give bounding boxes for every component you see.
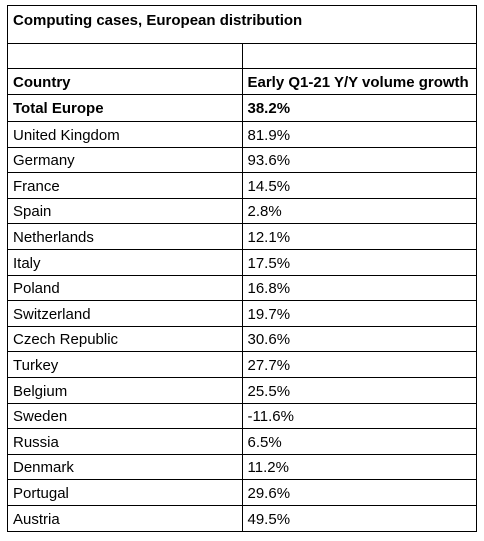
table-row: Belgium 25.5% (7, 376, 477, 404)
growth-cell: 11.2% (241, 453, 477, 481)
growth-cell: 81.9% (241, 121, 477, 148)
table-title-row: Computing cases, European distribution (7, 5, 477, 44)
country-cell: Turkey (7, 351, 243, 378)
country-cell: Czech Republic (7, 325, 243, 353)
growth-cell: 25.5% (241, 376, 477, 404)
growth-cell: 49.5% (241, 504, 477, 532)
table-row: Sweden -11.6% (7, 402, 477, 430)
growth-cell: 14.5% (241, 172, 477, 199)
country-cell: Belgium (7, 376, 243, 404)
empty-row (7, 43, 477, 69)
empty-cell (7, 43, 243, 69)
growth-cell: 29.6% (241, 479, 477, 506)
column-header-country: Country (7, 68, 243, 95)
european-distribution-table: Computing cases, European distribution C… (7, 5, 477, 532)
country-cell: Italy (7, 248, 243, 276)
growth-cell: 2.8% (241, 197, 477, 225)
table-row: Russia 6.5% (7, 428, 477, 455)
country-cell: Portugal (7, 479, 243, 506)
total-country-cell: Total Europe (7, 94, 243, 122)
country-cell: Spain (7, 197, 243, 225)
country-cell: Netherlands (7, 223, 243, 250)
table-row: Portugal 29.6% (7, 479, 477, 506)
table-row: Czech Republic 30.6% (7, 325, 477, 353)
growth-cell: 27.7% (241, 351, 477, 378)
total-row: Total Europe 38.2% (7, 94, 477, 122)
table-body: Computing cases, European distribution C… (7, 5, 477, 532)
table-row: Italy 17.5% (7, 248, 477, 276)
growth-cell: 12.1% (241, 223, 477, 250)
table-row: Netherlands 12.1% (7, 223, 477, 250)
country-cell: Poland (7, 274, 243, 302)
empty-cell (241, 43, 477, 69)
column-header-growth: Early Q1-21 Y/Y volume growth (241, 68, 477, 95)
growth-cell: 93.6% (241, 146, 477, 174)
table-title: Computing cases, European distribution (7, 5, 477, 44)
growth-cell: 30.6% (241, 325, 477, 353)
growth-cell: -11.6% (241, 402, 477, 430)
country-cell: France (7, 172, 243, 199)
country-cell: Austria (7, 504, 243, 532)
total-growth-cell: 38.2% (241, 94, 477, 122)
country-cell: Switzerland (7, 300, 243, 327)
growth-cell: 6.5% (241, 428, 477, 455)
table-row: Turkey 27.7% (7, 351, 477, 378)
table-row: Spain 2.8% (7, 197, 477, 225)
growth-cell: 19.7% (241, 300, 477, 327)
table-row: Switzerland 19.7% (7, 300, 477, 327)
table-row: France 14.5% (7, 172, 477, 199)
table-row: United Kingdom 81.9% (7, 121, 477, 148)
country-cell: Sweden (7, 402, 243, 430)
table-row: Denmark 11.2% (7, 453, 477, 481)
country-cell: United Kingdom (7, 121, 243, 148)
table-row: Austria 49.5% (7, 504, 477, 532)
country-cell: Denmark (7, 453, 243, 481)
table-row: Germany 93.6% (7, 146, 477, 174)
table-row: Poland 16.8% (7, 274, 477, 302)
country-cell: Germany (7, 146, 243, 174)
growth-cell: 16.8% (241, 274, 477, 302)
country-cell: Russia (7, 428, 243, 455)
header-row: Country Early Q1-21 Y/Y volume growth (7, 68, 477, 95)
growth-cell: 17.5% (241, 248, 477, 276)
